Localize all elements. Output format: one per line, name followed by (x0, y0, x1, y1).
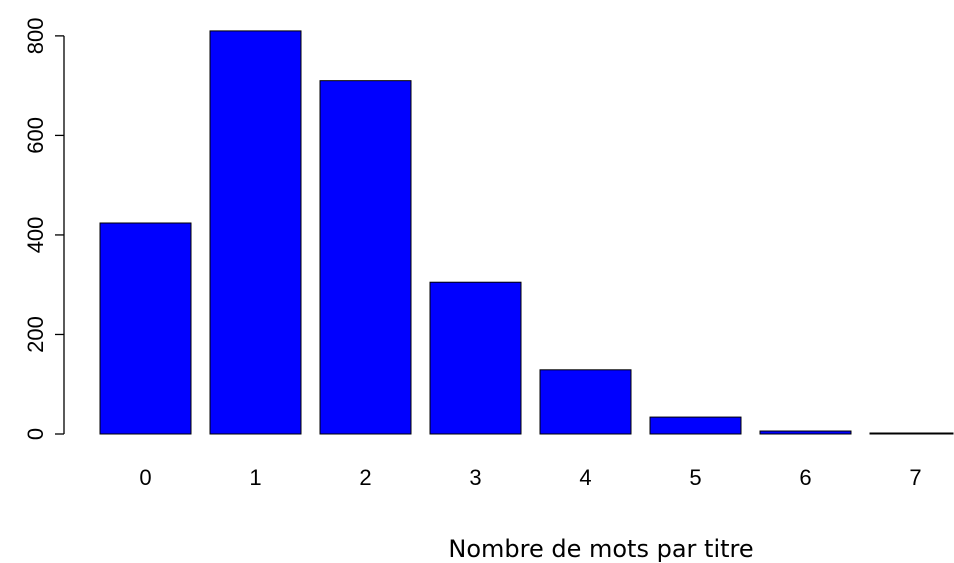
bar (209, 30, 302, 435)
bar (319, 80, 412, 435)
y-tick-label: 0 (23, 428, 48, 440)
y-tick-label: 200 (23, 316, 48, 353)
bar (869, 432, 954, 435)
bar (649, 416, 742, 435)
x-tick-label: 0 (139, 465, 151, 490)
x-tick-label: 2 (359, 465, 371, 490)
y-tick-label: 800 (23, 18, 48, 55)
x-tick-label: 4 (579, 465, 591, 490)
y-tick-label: 600 (23, 117, 48, 154)
x-axis-label: Nombre de mots par titre (448, 535, 753, 563)
x-tick-label: 7 (909, 465, 921, 490)
x-tick-label: 3 (469, 465, 481, 490)
x-tick-label: 1 (249, 465, 261, 490)
bar (99, 222, 192, 435)
bar (539, 369, 632, 435)
bar (429, 281, 522, 435)
bar (759, 430, 852, 435)
y-tick-label: 400 (23, 217, 48, 254)
x-tick-label: 6 (799, 465, 811, 490)
x-tick-label: 5 (689, 465, 701, 490)
